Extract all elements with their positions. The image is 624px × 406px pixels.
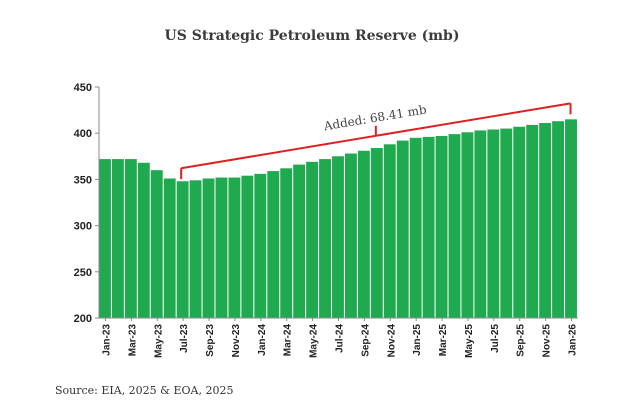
bar-Dec-23 bbox=[241, 175, 254, 318]
bar-Jan-24 bbox=[254, 173, 267, 318]
y-tick-label: 250 bbox=[74, 267, 92, 279]
x-tick-label: Mar-23 bbox=[127, 324, 138, 357]
bar-Jun-24 bbox=[319, 159, 331, 318]
bar-series bbox=[99, 119, 577, 318]
x-tick-label: Jul-25 bbox=[490, 324, 501, 353]
bar-Jun-23 bbox=[163, 178, 176, 318]
x-tick-label: Jan-24 bbox=[257, 324, 268, 356]
bar-Feb-25 bbox=[422, 136, 435, 318]
bar-Aug-23 bbox=[189, 180, 202, 318]
x-tick-label: Nov-23 bbox=[231, 324, 242, 358]
x-tick-label: Mar-25 bbox=[438, 324, 449, 357]
bar-Aug-24 bbox=[344, 153, 357, 318]
bar-Sep-25 bbox=[513, 126, 526, 318]
bar-Oct-24 bbox=[370, 147, 383, 318]
bar-Jun-25 bbox=[474, 130, 487, 318]
x-tick-label: Sep-23 bbox=[205, 324, 216, 357]
x-tick-label: May-25 bbox=[464, 324, 475, 358]
y-axis-ticks: 200 250 300 350 400 450 bbox=[74, 82, 99, 325]
bar-Nov-23 bbox=[228, 177, 241, 318]
bar-May-25 bbox=[461, 132, 474, 318]
x-tick-label: May-24 bbox=[309, 324, 320, 358]
x-tick-label: Jan-26 bbox=[568, 324, 579, 356]
x-tick-label: Mar-24 bbox=[283, 324, 294, 357]
bar-Jan-23 bbox=[99, 159, 111, 318]
bar-Mar-23 bbox=[124, 159, 137, 318]
bar-Oct-25 bbox=[526, 124, 539, 318]
bar-Sep-24 bbox=[357, 150, 370, 318]
bar-Feb-24 bbox=[267, 171, 280, 318]
bar-May-23 bbox=[150, 170, 163, 318]
bar-Apr-24 bbox=[293, 164, 306, 318]
chart-title: US Strategic Petroleum Reserve (mb) bbox=[164, 28, 460, 44]
x-tick-label: Jul-23 bbox=[179, 324, 190, 353]
bar-Oct-23 bbox=[215, 177, 228, 318]
source-note: Source: EIA, 2025 & EOA, 2025 bbox=[55, 384, 234, 397]
x-tick-label: Sep-25 bbox=[516, 324, 527, 357]
bar-Feb-23 bbox=[111, 159, 124, 318]
y-tick-label: 400 bbox=[74, 128, 92, 140]
y-tick-label: 200 bbox=[74, 313, 92, 325]
x-tick-label: Nov-24 bbox=[386, 324, 397, 358]
bar-Jul-23 bbox=[176, 181, 189, 318]
bar-Sep-23 bbox=[202, 178, 215, 318]
bar-Mar-24 bbox=[280, 168, 293, 318]
x-tick-label: Nov-25 bbox=[542, 324, 553, 358]
x-tick-label: Jan-23 bbox=[101, 324, 112, 356]
bar-May-24 bbox=[306, 161, 319, 318]
y-tick-label: 300 bbox=[74, 221, 92, 233]
x-tick-label: Sep-24 bbox=[360, 324, 371, 357]
x-axis-ticks: Jan-23 Mar-23 May-23 Jul-23 Sep-23 Nov-23 Jan-… bbox=[101, 318, 579, 358]
bar-Apr-23 bbox=[137, 162, 150, 318]
bar-Jan-25 bbox=[409, 137, 422, 318]
bar-Nov-24 bbox=[383, 144, 396, 318]
bar-Dec-25 bbox=[552, 121, 565, 318]
y-tick-label: 450 bbox=[74, 82, 92, 94]
bar-Dec-24 bbox=[396, 140, 409, 318]
bar-Mar-25 bbox=[435, 135, 448, 318]
x-tick-label: Jan-25 bbox=[412, 324, 423, 356]
y-tick-label: 350 bbox=[74, 174, 92, 186]
bar-Apr-25 bbox=[448, 134, 461, 318]
bar-Jul-25 bbox=[487, 129, 500, 318]
bar-Nov-25 bbox=[539, 123, 552, 318]
x-tick-label: Jul-24 bbox=[335, 324, 346, 353]
bar-Jan-26 bbox=[565, 119, 577, 318]
x-tick-label: May-23 bbox=[153, 324, 164, 358]
bar-Jul-24 bbox=[332, 156, 344, 318]
bar-Aug-25 bbox=[500, 128, 513, 318]
